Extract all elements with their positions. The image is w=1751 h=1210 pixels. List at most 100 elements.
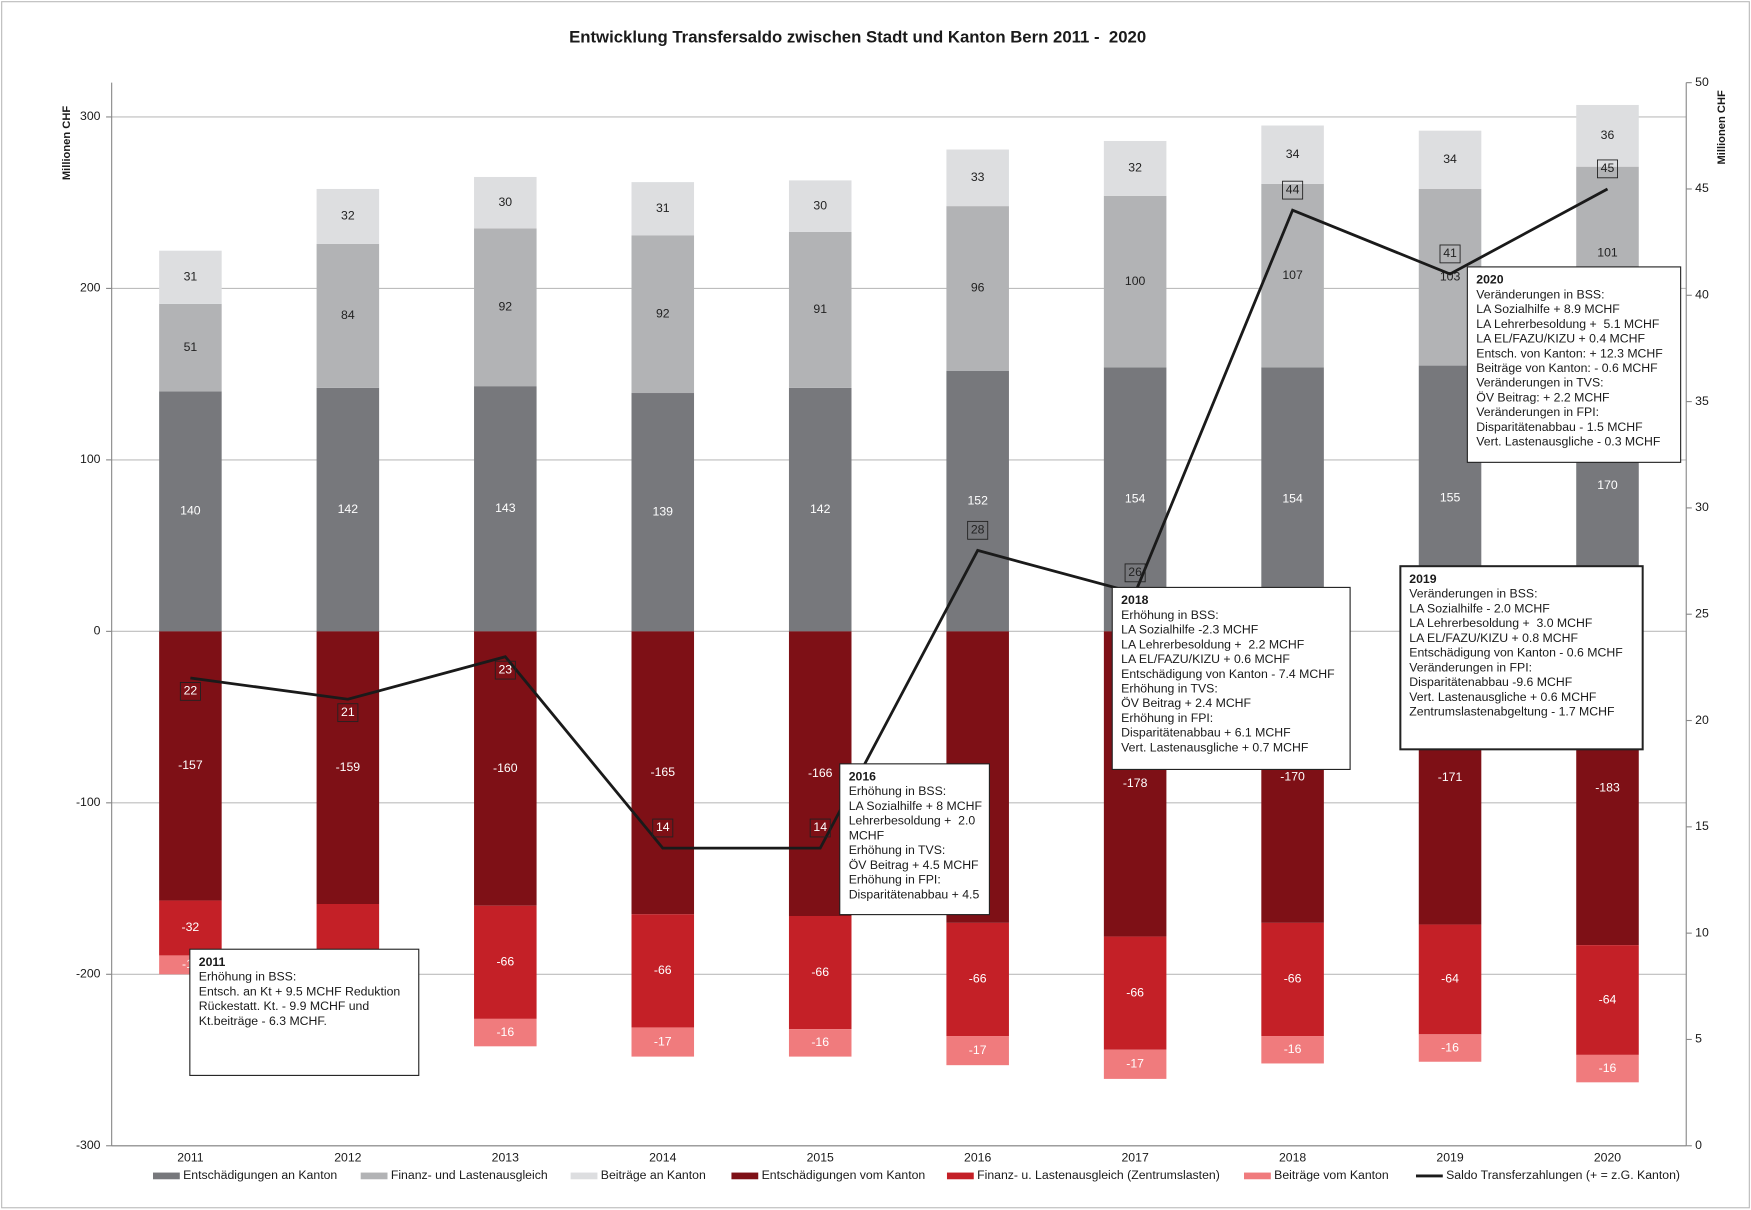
annotation-text: ÖV Beitrag + 2.4 MCHF	[1121, 696, 1251, 710]
bar-segment	[788, 231, 852, 388]
line-label: 28	[971, 523, 985, 537]
annotation-text: Vert. Lastenausgliche + 0.7 MCHF	[1121, 740, 1308, 754]
value-label: -66	[1126, 985, 1144, 999]
annotation-text: LA Lehrerbesoldung + 2.2 MCHF	[1121, 637, 1304, 651]
bar-segment	[788, 387, 852, 632]
y2-tick-label: 25	[1695, 606, 1709, 620]
value-label: -17	[1126, 1057, 1144, 1071]
value-label: 152	[967, 493, 988, 507]
x-tick-label: 2014	[649, 1150, 676, 1164]
annotation-text: Entschädigung von Kanton - 7.4 MCHF	[1121, 667, 1334, 681]
value-label: 143	[495, 501, 516, 515]
line-label: 45	[1601, 161, 1615, 175]
annotation-box	[1399, 565, 1644, 751]
value-label: 107	[1282, 268, 1303, 282]
annotation-text: 2020	[1476, 273, 1503, 287]
value-label: -16	[1599, 1061, 1617, 1075]
bar-segment	[159, 900, 222, 956]
bar-segment	[474, 228, 537, 387]
annotation-box	[189, 948, 420, 1076]
line-label-box	[1597, 159, 1618, 179]
bar-segment	[946, 1036, 1009, 1066]
y-tick-label: -200	[76, 967, 101, 981]
x-tick-label: 2019	[1436, 1150, 1463, 1164]
value-label: 32	[341, 209, 355, 223]
value-label: -66	[969, 972, 987, 986]
bar-segment	[946, 206, 1009, 371]
bar-segment	[1576, 104, 1639, 167]
x-tick-label: 2018	[1279, 1150, 1306, 1164]
value-label: -183	[1595, 781, 1620, 795]
value-label: -16	[1441, 1040, 1459, 1054]
annotation-text: Erhöhung in TVS:	[1121, 682, 1218, 696]
bar-segment	[1576, 945, 1639, 1055]
annotation-text: Vert. Lastenausgliche - 0.3 MCHF	[1476, 435, 1660, 449]
legend-label: Beiträge an Kanton	[601, 1168, 706, 1182]
y-tick-label: 0	[94, 624, 101, 638]
value-label: -66	[496, 955, 514, 969]
line-label-box	[652, 818, 674, 838]
legend-label: Entschädigungen vom Kanton	[762, 1168, 926, 1182]
y2-tick-label: 20	[1695, 713, 1709, 727]
annotation-text: Erhöhung in BSS:	[199, 970, 297, 984]
value-label: -157	[178, 758, 203, 772]
annotation-text: Entsch. von Kanton: + 12.3 MCHF	[1476, 346, 1662, 360]
y2-tick-label: 0	[1695, 1138, 1702, 1152]
annotation-text: 2016	[849, 770, 876, 784]
annotation-text: ÖV Beitrag: + 2.2 MCHF	[1476, 390, 1609, 404]
bar-segment	[946, 922, 1009, 1037]
line-label-box	[1124, 563, 1146, 583]
value-label: -16	[496, 1025, 514, 1039]
annotation-text: Lehrerbesoldung + 2.0	[849, 814, 976, 828]
value-label: -64	[1599, 992, 1617, 1006]
value-label: 140	[180, 504, 201, 518]
value-label: 101	[1597, 246, 1618, 260]
bar-segment	[1261, 125, 1324, 184]
y-tick-label: -100	[76, 795, 101, 809]
bar-segment	[788, 180, 852, 232]
legend-label: Entschädigungen an Kanton	[183, 1168, 337, 1182]
y2-axis-title: Millionen CHF	[1716, 90, 1728, 165]
bar-segment	[1103, 1049, 1167, 1079]
line-label-box	[494, 660, 516, 680]
bar-segment	[788, 915, 852, 1030]
y-tick-label: 200	[80, 281, 101, 295]
value-label: 32	[1128, 161, 1142, 175]
bar-segment	[1418, 924, 1482, 1035]
value-label: -171	[1438, 770, 1463, 784]
value-label: -160	[493, 761, 518, 775]
annotation-text: Entsch. an Kt + 9.5 MCHF Reduktion	[199, 984, 401, 998]
value-label: -165	[650, 765, 675, 779]
value-label: 31	[184, 270, 198, 284]
line-label-box	[337, 703, 359, 723]
annotation-text: Erhöhung in FPI:	[849, 873, 941, 887]
bar-segment	[1103, 936, 1167, 1050]
bar-segment	[631, 393, 695, 632]
line-label: 44	[1286, 182, 1300, 196]
bar-segment	[631, 1027, 695, 1057]
value-label: -66	[654, 963, 672, 977]
annotation-text: LA Sozialhilfe + 8.9 MCHF	[1476, 302, 1620, 316]
annotation-text: Veränderungen in BSS:	[1476, 287, 1604, 301]
bar-segment	[159, 391, 222, 632]
bar-segment	[788, 1029, 852, 1057]
line-label-box	[967, 520, 989, 540]
annotation-text: MCHF	[849, 828, 884, 842]
annotation-text: Zentrumslastenabgeltung - 1.7 MCHF	[1409, 705, 1614, 719]
annotation-text: Disparitätenabbau + 6.1 MCHF	[1121, 726, 1290, 740]
legend-swatch	[152, 1172, 180, 1180]
value-label: 92	[656, 306, 670, 320]
y2-tick-label: 15	[1695, 819, 1709, 833]
bar-segment	[631, 235, 695, 394]
bar-segment	[631, 914, 695, 1028]
value-label: -17	[969, 1043, 987, 1057]
annotation-text: LA Sozialhilfe -2.3 MCHF	[1121, 623, 1258, 637]
legend-label: Beiträge vom Kanton	[1274, 1168, 1389, 1182]
chart-title: Entwicklung Transfersaldo zwischen Stadt…	[569, 27, 1146, 46]
annotation-text: Erhöhung in BSS:	[849, 784, 947, 798]
annotation-box	[839, 763, 990, 916]
value-label: 91	[813, 302, 827, 316]
annotation-text: Veränderungen in FPI:	[1476, 405, 1599, 419]
annotation-text: ÖV Beitrag + 4.5 MCHF	[849, 858, 979, 872]
value-label: -66	[811, 965, 829, 979]
